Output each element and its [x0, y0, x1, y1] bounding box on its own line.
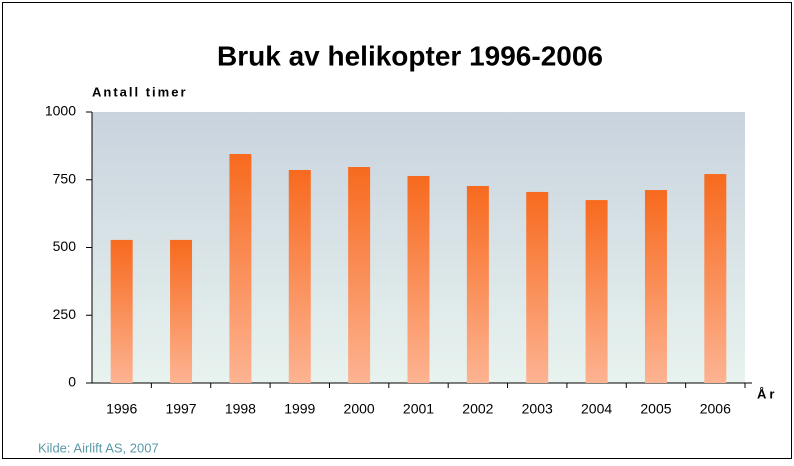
bar	[110, 239, 133, 383]
bar	[466, 185, 489, 383]
x-tick-label: 2006	[700, 401, 731, 417]
y-tick-label: 0	[68, 374, 76, 390]
bar	[704, 174, 727, 383]
bar	[526, 191, 549, 383]
x-axis-label: År	[757, 386, 777, 401]
bar	[407, 175, 430, 383]
x-tick-label: 1997	[165, 401, 196, 417]
bar	[288, 169, 311, 383]
bar	[585, 200, 608, 383]
x-tick-label: 2002	[462, 401, 493, 417]
x-tick-label: 1998	[225, 401, 256, 417]
x-tick-label: 1996	[106, 401, 137, 417]
chart-title: Bruk av helikopter 1996-2006	[217, 40, 603, 71]
x-tick-label: 2000	[344, 401, 375, 417]
bar	[348, 167, 371, 383]
y-axis-label: Antall timer	[92, 84, 188, 99]
y-tick-label: 750	[53, 170, 77, 186]
y-tick-label: 250	[53, 306, 77, 322]
bar	[229, 154, 252, 383]
x-tick-label: 2004	[581, 401, 612, 417]
y-tick-label: 1000	[45, 103, 76, 119]
x-tick-label: 2003	[522, 401, 553, 417]
source: Kilde: Airlift AS, 2007	[38, 440, 159, 455]
x-tick-label: 1999	[284, 401, 315, 417]
y-tick-label: 500	[53, 238, 77, 254]
bar	[170, 239, 193, 383]
bar	[644, 190, 667, 383]
x-tick-label: 2005	[640, 401, 671, 417]
x-tick-label: 2001	[403, 401, 434, 417]
